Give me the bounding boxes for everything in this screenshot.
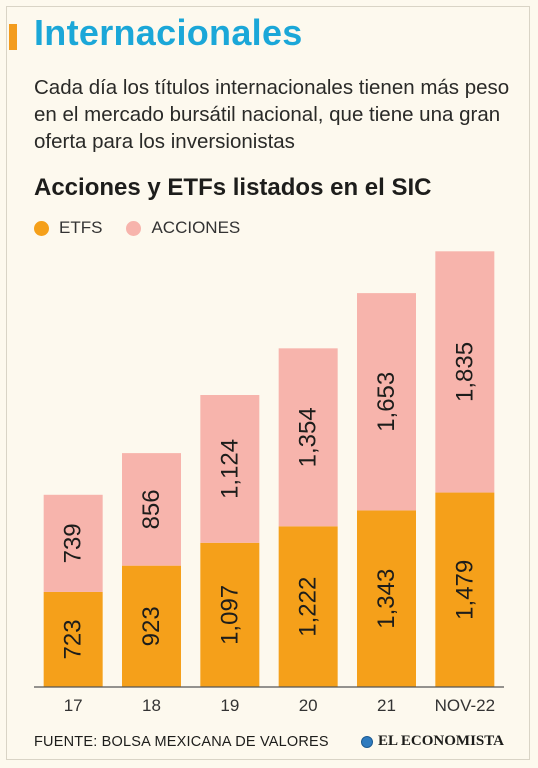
bar-segment-etfs: [278, 526, 338, 687]
globe-icon: [361, 735, 373, 748]
bar-segment-acciones: [435, 251, 495, 493]
bar-segment-acciones: [200, 395, 260, 543]
legend-item-etfs: ETFS: [34, 218, 102, 238]
bar-segment-etfs: [357, 510, 416, 687]
data-label: 1,124: [216, 439, 243, 499]
stacked-bar-chart: 723 739 17 923 856 18 1,097 1,124 19 1,222 1,354 20…: [34, 251, 504, 715]
bar-segment-acciones: [357, 293, 416, 511]
legend-swatch-acciones: [126, 220, 142, 236]
legend-item-acciones: ACCIONES: [126, 218, 240, 238]
bar-segment-acciones: [122, 453, 181, 566]
bar-segment-etfs: [43, 591, 103, 687]
x-tick-label: 19: [220, 696, 239, 715]
data-label: 856: [138, 489, 165, 529]
brand-name: EL ECONOMISTA: [378, 733, 504, 749]
data-label: 1,479: [451, 560, 478, 620]
bar-segment-acciones: [278, 348, 338, 527]
page-subtitle: Cada día los títulos internacionales tie…: [34, 76, 510, 153]
x-tick-label: 20: [299, 696, 318, 715]
data-label: 1,097: [216, 585, 243, 645]
page-title: Internacionales: [34, 12, 303, 53]
bar-segment-etfs: [435, 492, 495, 687]
bar-segment-etfs: [200, 542, 260, 687]
frame: [6, 6, 530, 760]
data-label: 1,222: [295, 577, 322, 637]
data-label: 923: [138, 606, 165, 646]
legend-label-acciones: ACCIONES: [151, 218, 241, 237]
brand-logo: EL ECONOMISTA: [361, 733, 504, 750]
data-label: 1,653: [373, 372, 400, 432]
x-tick-label: 21: [377, 696, 396, 715]
accent-bar: [9, 24, 17, 50]
chart-title: Acciones y ETFs listados en el SIC: [34, 174, 432, 201]
data-label: 739: [60, 523, 87, 563]
data-label: 723: [60, 619, 87, 659]
x-tick-label: NOV-22: [435, 696, 495, 715]
data-label: 1,343: [373, 569, 400, 629]
data-label: 1,835: [451, 342, 478, 402]
x-tick-label: 17: [64, 696, 83, 715]
x-tick-label: 18: [142, 696, 161, 715]
data-label: 1,354: [295, 407, 322, 467]
source-note: FUENTE: BOLSA MEXICANA DE VALORES: [34, 734, 329, 750]
legend-swatch-etfs: [34, 220, 49, 236]
legend-label-etfs: ETFS: [59, 218, 103, 237]
bar-segment-etfs: [122, 565, 181, 687]
chart-legend: ETFS ACCIONES: [34, 218, 264, 238]
bar-segment-acciones: [43, 494, 103, 592]
